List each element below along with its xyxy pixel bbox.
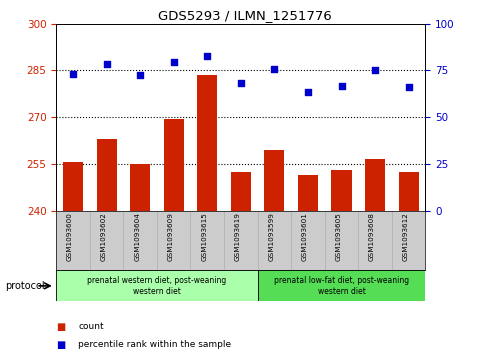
Text: GSM1093612: GSM1093612 <box>402 212 408 261</box>
Text: GSM1093599: GSM1093599 <box>268 212 274 261</box>
Point <box>203 53 211 59</box>
Point <box>236 81 244 86</box>
Text: ■: ■ <box>56 322 65 332</box>
Text: GSM1093605: GSM1093605 <box>335 212 341 261</box>
Bar <box>257 270 425 301</box>
Bar <box>331 170 351 211</box>
Point <box>169 59 177 65</box>
Text: percentile rank within the sample: percentile rank within the sample <box>78 340 231 349</box>
Text: prenatal western diet, post-weaning
western diet: prenatal western diet, post-weaning west… <box>87 276 226 296</box>
Bar <box>96 139 117 211</box>
Text: GSM1093619: GSM1093619 <box>234 212 240 261</box>
Point <box>370 68 378 73</box>
Bar <box>130 164 150 211</box>
Text: count: count <box>78 322 103 331</box>
Point <box>337 83 345 89</box>
Bar <box>197 75 217 211</box>
Text: GSM1093604: GSM1093604 <box>134 212 140 261</box>
Text: GDS5293 / ILMN_1251776: GDS5293 / ILMN_1251776 <box>157 9 331 22</box>
Bar <box>63 162 83 211</box>
Bar <box>297 175 317 211</box>
Point <box>404 84 412 90</box>
Bar <box>163 119 183 211</box>
Text: prenatal low-fat diet, post-weaning
western diet: prenatal low-fat diet, post-weaning west… <box>273 276 408 296</box>
Text: GSM1093601: GSM1093601 <box>302 212 307 261</box>
Text: ■: ■ <box>56 340 65 350</box>
Point <box>304 89 311 95</box>
Text: GSM1093608: GSM1093608 <box>368 212 374 261</box>
Point <box>270 66 278 72</box>
Bar <box>56 270 257 301</box>
Text: GSM1093602: GSM1093602 <box>101 212 106 261</box>
Point <box>102 61 110 67</box>
Point <box>69 71 77 77</box>
Text: protocol: protocol <box>5 281 44 291</box>
Point <box>136 72 144 78</box>
Text: GSM1093609: GSM1093609 <box>167 212 173 261</box>
Bar <box>364 159 385 211</box>
Bar <box>264 150 284 211</box>
Text: GSM1093615: GSM1093615 <box>201 212 207 261</box>
Bar <box>230 172 250 211</box>
Bar <box>398 172 418 211</box>
Text: GSM1093600: GSM1093600 <box>67 212 73 261</box>
